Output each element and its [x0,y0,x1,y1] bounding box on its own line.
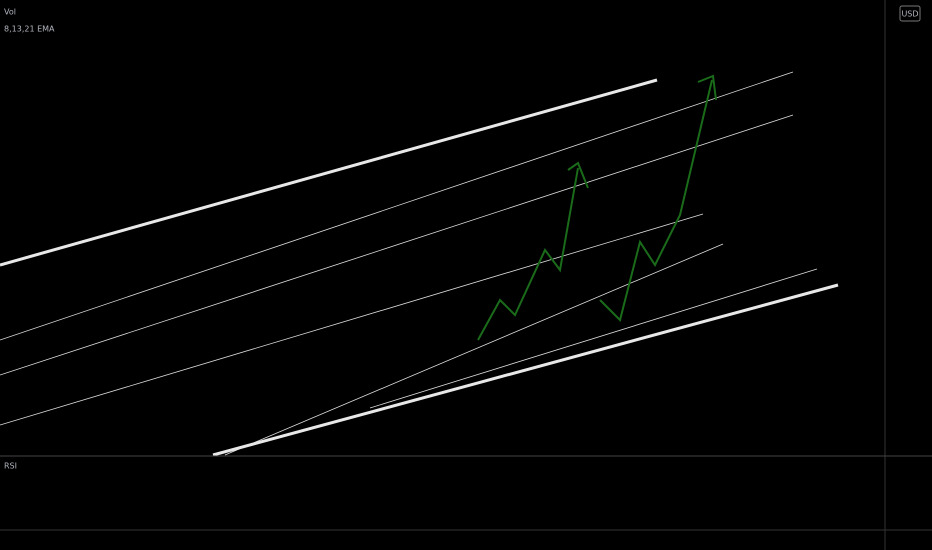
channel-line [369,268,818,409]
projection-arrow [599,79,713,322]
channel-line [224,243,724,456]
price-axis [885,0,932,550]
channel-line [0,213,704,426]
indicator-label: Vol [4,8,16,17]
rsi-label: RSI [4,462,17,471]
channel-line [0,78,658,267]
arrow-head [697,74,717,101]
projection-arrow [477,167,579,341]
arrow-head [567,161,589,189]
drawings [0,71,839,457]
channel-line [0,71,794,341]
indicator-label: 8,13,21 EMA [4,25,55,34]
currency-box[interactable] [899,5,921,22]
currency[interactable]: USD [901,10,918,19]
channel-line [212,283,839,457]
channel-line [0,114,794,376]
